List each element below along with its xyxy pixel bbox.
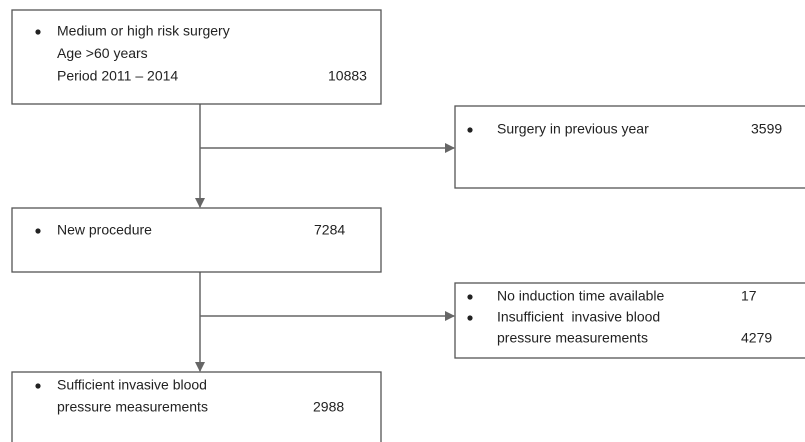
count: 2988 [313,399,344,415]
box [11,371,382,442]
item-text: New procedure [57,222,152,238]
item-text: No induction time available [497,288,665,304]
item-text: Period 2011 – 2014 [57,68,178,84]
item-text: Surgery in previous year [497,121,649,137]
count: 3599 [751,121,782,137]
item-text: Sufficient invasive blood [57,377,207,393]
item-text: Medium or high risk surgery [57,23,230,39]
box [11,9,382,105]
bullet [467,294,473,300]
item-text: pressure measurements [497,330,648,346]
count: 4279 [741,330,772,346]
count: 17 [741,288,757,304]
bullet [467,127,473,133]
bullet [467,315,473,321]
box [454,282,805,359]
item-text: Insufficient invasive blood [497,309,660,325]
box [454,105,805,189]
count: 10883 [328,68,367,84]
bullet [35,383,41,389]
bullet [35,29,41,35]
count: 7284 [314,222,345,238]
bullet [35,228,41,234]
item-text: pressure measurements [57,399,208,415]
box [11,207,382,273]
item-text: Age >60 years [57,45,148,61]
